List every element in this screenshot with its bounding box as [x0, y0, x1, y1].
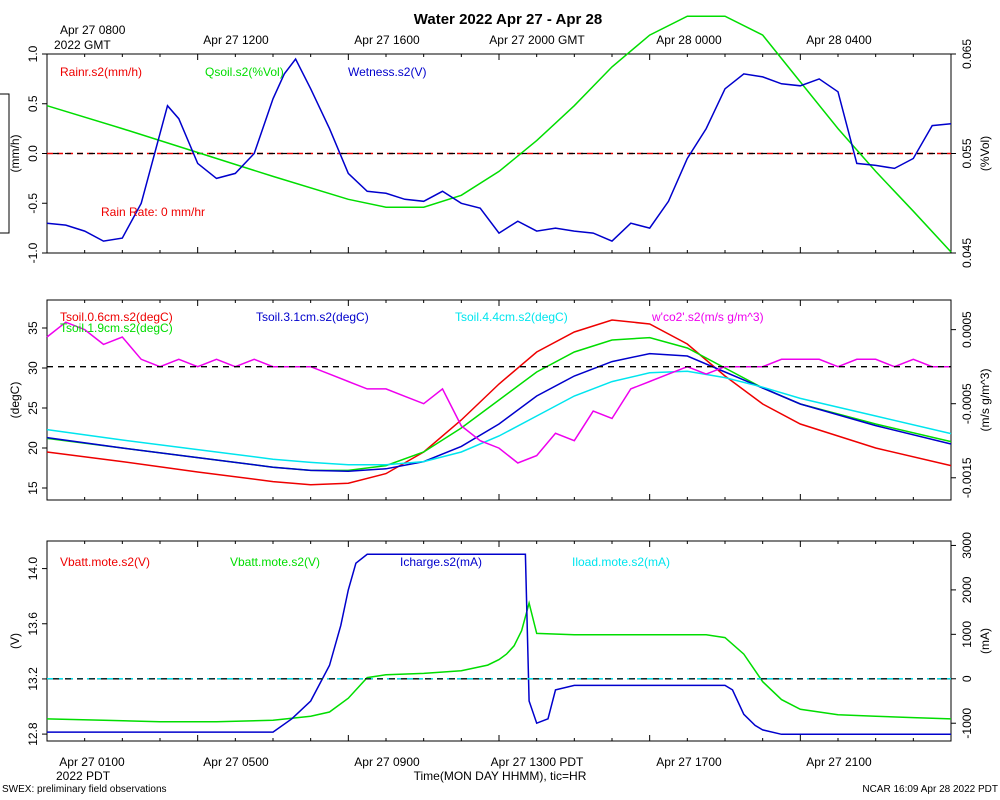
- top-axis-label: Apr 28 0400: [806, 33, 872, 47]
- legend-label: Qsoil.s2(%Vol): [205, 65, 284, 79]
- y-tick-label-right: 0.0005: [960, 311, 974, 348]
- bottom-axis-label: Apr 27 0100: [59, 755, 125, 769]
- bottom-axis-label: Apr 27 2100: [806, 755, 872, 769]
- y-tick-label-left: 12.8: [26, 722, 40, 746]
- y-tick-label-left: 13.2: [26, 667, 40, 691]
- legend-label: Tsoil.4.4cm.s2(degC): [455, 310, 568, 324]
- panel-soil-temperature: 35 30 25 20 15 0.0005 -0.0005 -0.0015 (degC) (m/s…: [8, 299, 992, 501]
- footer-left: SWEX: preliminary field observations: [2, 784, 167, 795]
- legend-label: Wetness.s2(V): [348, 65, 426, 79]
- legend-label: Tsoil.3.1cm.s2(degC): [256, 310, 369, 324]
- bottom-axis-label: Apr 27 0500: [203, 755, 269, 769]
- top-axis-year-label: 2022 GMT: [54, 38, 111, 52]
- y-tick-label-left: 25: [26, 401, 40, 415]
- y-axis-title-left: (degC): [8, 382, 22, 419]
- bottom-axis-label: Apr 27 1300 PDT: [491, 755, 584, 769]
- legend-label: Vbatt.mote.s2(V): [230, 555, 320, 569]
- y-axis-title-right: (mA): [978, 628, 992, 654]
- y-tick-label-left: 15: [26, 481, 40, 495]
- series-line: [46, 57, 952, 242]
- bottom-axis-year-label: 2022 PDT: [56, 769, 111, 783]
- series-line: [46, 600, 952, 723]
- y-axis-title-left: (mm/h): [8, 135, 22, 173]
- y-tick-label-right: 0.065: [960, 39, 974, 69]
- panel-water: 1.0 0.5 0.0 -0.5 -1.0 0.065 0.055 0.045 (mm/h) (%…: [8, 15, 992, 268]
- y-tick-label-right: -0.0005: [960, 383, 974, 424]
- y-axis-title-left: (V): [8, 633, 22, 649]
- legend-label: Rainr.s2(mm/h): [60, 65, 142, 79]
- legend-label: Iload.mote.s2(mA): [572, 555, 670, 569]
- bottom-axis: Apr 27 0100 Apr 27 0500 Apr 27 0900 Apr …: [56, 755, 872, 783]
- bottom-axis-label: Apr 27 1700: [656, 755, 722, 769]
- legend-label: Vbatt.mote.s2(V): [60, 555, 150, 569]
- y-tick-label-right: -1000: [960, 708, 974, 739]
- y-axis-title-right: (m/s g/m^3): [978, 369, 992, 432]
- series-line: [47, 553, 951, 736]
- y-tick-label-right: 1000: [960, 621, 974, 648]
- panel-power: 14.0 13.6 13.2 12.8 3000 2000 1000 0 -1000 (V) (mA…: [8, 532, 992, 746]
- series-line: [46, 352, 952, 472]
- y-tick-label-right: 0.045: [960, 238, 974, 268]
- series-line: [46, 15, 952, 253]
- y-tick-label-right: 2000: [960, 576, 974, 603]
- y-tick-label-right: 3000: [960, 532, 974, 559]
- y-tick-label-left: -0.5: [26, 193, 40, 214]
- legend-label: Icharge.s2(mA): [400, 555, 482, 569]
- top-axis-label: Apr 27 1600: [354, 33, 420, 47]
- bottom-axis-label: Apr 27 0900: [354, 755, 420, 769]
- y-tick-label-left: 30: [26, 361, 40, 375]
- top-axis-first-label: Apr 27 0800: [60, 23, 126, 37]
- y-tick-label-left: 13.6: [26, 612, 40, 636]
- left-bracket: [0, 93, 10, 234]
- legend-label: Tsoil.0.6cm.s2(degC): [60, 310, 173, 324]
- y-axis-title-right: (%Vol): [978, 136, 992, 171]
- legend-label: Tsoil.1.9cm.s2(degC): [60, 321, 173, 335]
- series-line: [46, 336, 952, 472]
- chart-title: Water 2022 Apr 27 - Apr 28: [414, 11, 602, 28]
- series-line: [46, 370, 952, 466]
- y-tick-label-left: 35: [26, 321, 40, 335]
- x-axis-title: Time(MON DAY HHMM), tic=HR: [414, 769, 587, 783]
- series-line: [46, 319, 952, 486]
- footer-right: NCAR 16:09 Apr 28 2022 PDT: [862, 784, 998, 795]
- y-tick-label-left: 0.5: [26, 95, 40, 112]
- y-tick-label-left: -1.0: [26, 242, 40, 263]
- top-axis-label: Apr 27 1200: [203, 33, 269, 47]
- rain-rate-annotation: Rain Rate: 0 mm/hr: [101, 205, 205, 219]
- y-tick-label-left: 0.0: [26, 145, 40, 162]
- y-tick-label-right: -0.0015: [960, 457, 974, 498]
- y-tick-label-left: 1.0: [26, 45, 40, 62]
- legend-label: w'co2'.s2(m/s g/m^3): [651, 310, 764, 324]
- top-axis-label: Apr 28 0000: [656, 33, 722, 47]
- top-axis-label: Apr 27 2000 GMT: [489, 33, 585, 47]
- y-tick-label-right: 0: [960, 675, 974, 682]
- y-tick-label-left: 20: [26, 441, 40, 455]
- y-tick-label-left: 14.0: [26, 557, 40, 581]
- series-line: [46, 321, 951, 464]
- top-axis: Apr 27 0800 2022 GMT Apr 27 1200 Apr 27 …: [54, 23, 872, 52]
- y-tick-label-right: 0.055: [960, 138, 974, 168]
